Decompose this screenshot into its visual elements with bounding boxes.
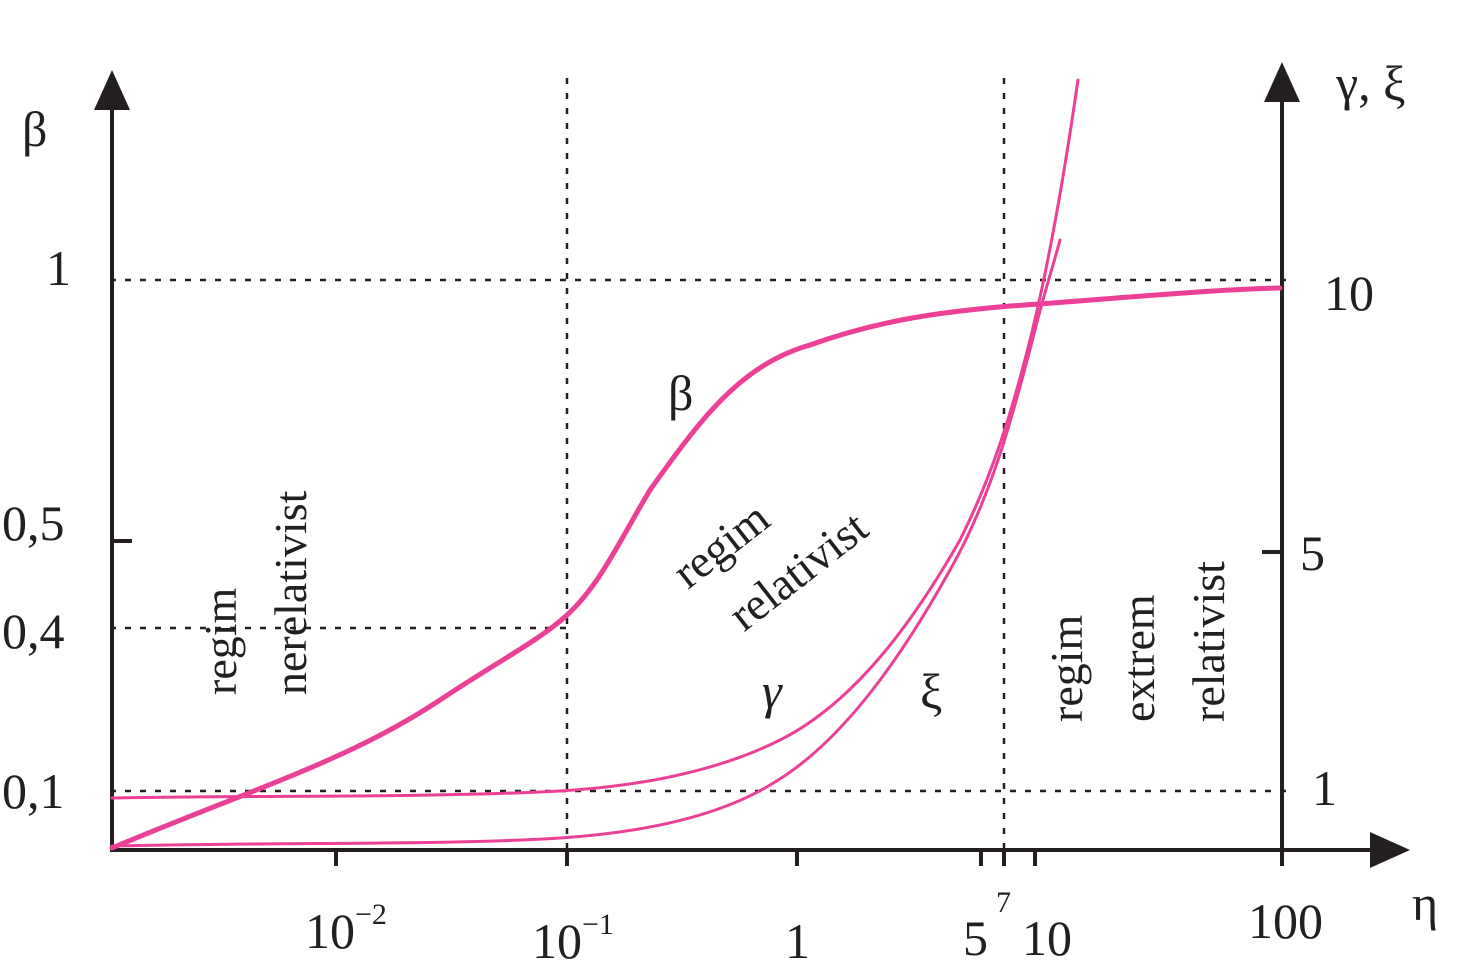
x-tick-label-100: 100 [1248,893,1323,949]
left-tick-label-0.5: 0,5 [2,495,65,551]
region-ultrarelativistic-line-3: relativist [1183,561,1234,722]
left-tick-label-1: 1 [46,240,71,296]
curves [109,78,1283,851]
x-tick-label-10: 10 [1022,910,1072,966]
xi-curve-label: ξ [920,663,942,719]
region-relativistic: regim relativist [663,491,877,640]
left-tick-label-0.4: 0,4 [2,603,65,659]
region-ultrarelativistic-line-2: extrem [1113,594,1164,722]
region-nonrelativistic: regim nerelativist [195,490,316,695]
right-y-axis-label: γ, ξ [1335,55,1405,111]
x-tick-label-7: 7 [996,886,1011,919]
region-ultrarelativistic: regim extrem relativist [1041,561,1234,722]
series-gamma-curve [110,78,1080,800]
right-tick-label-10: 10 [1324,265,1374,321]
right-tick-label-5: 5 [1300,525,1325,581]
right-y-axis-arrow [1264,62,1300,102]
series-xi-curve [110,238,1062,848]
tick-marks [112,539,1284,866]
x-axis-arrow [1370,832,1410,868]
axes [94,62,1410,868]
region-ultrarelativistic-line-1: regim [1041,614,1092,722]
left-y-axis-arrow [94,70,130,110]
x-tick-label-1: 1 [785,913,810,969]
right-tick-label-1: 1 [1312,760,1337,816]
x-tick-label-5: 5 [963,910,988,966]
left-tick-label-0.1: 0,1 [2,763,65,819]
gridlines [110,78,1290,850]
region-nonrelativistic-line-2: nerelativist [265,490,316,695]
left-y-axis-label: β [22,101,47,157]
gamma-curve-label: γ [762,663,783,719]
region-nonrelativistic-line-1: regim [195,587,246,695]
x-tick-label-0.01: 10−2 [305,898,387,959]
x-axis-label: η [1412,875,1438,931]
beta-curve-label: β [668,365,693,421]
x-tick-label-0.1: 10−1 [532,908,614,969]
series-beta-curve [109,285,1283,851]
